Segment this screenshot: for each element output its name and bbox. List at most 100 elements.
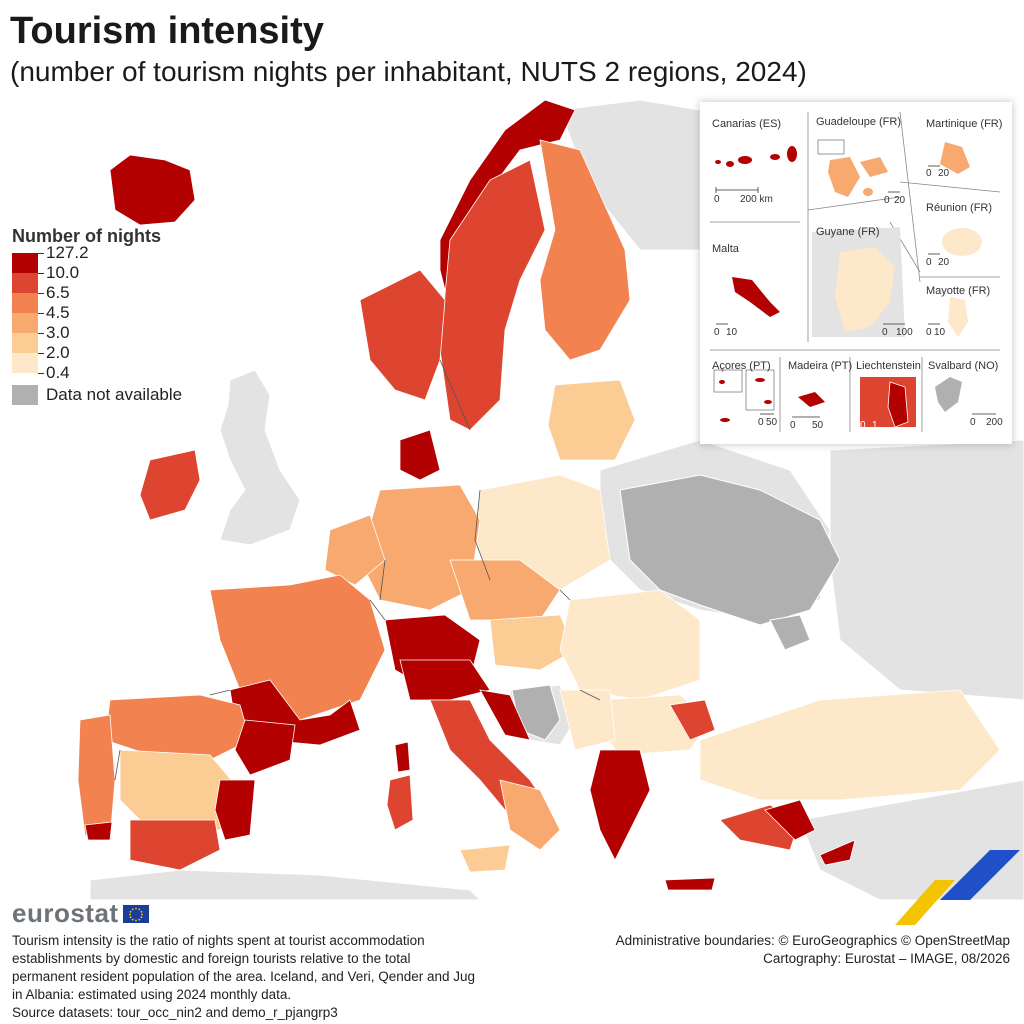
region-sicily [459,844,511,873]
nuts2-regions [77,99,1001,891]
inset-mayotte-shape [948,297,968,337]
footnote-source: Source datasets: tour_occ_nin2 and demo_… [12,1005,338,1020]
map-subtitle: (number of tourism nights per inhabitant… [10,56,807,87]
region-algarve [84,821,113,841]
credits: Administrative boundaries: © EuroGeograp… [616,932,1010,968]
legend-swatch-2 [12,273,38,293]
north-africa [89,869,481,900]
footnote-line: permanent resident population of the are… [12,969,476,984]
region-serbia [559,689,616,751]
non-eu-land [89,99,1024,900]
region-ireland [139,449,201,521]
insets-graphics [710,111,1001,432]
legend-tick [38,373,44,374]
scale-distance: 100 [896,327,913,338]
inset-guyane-label: Guyane (FR) [816,226,880,238]
footnote: Tourism intensity is the ratio of nights… [12,932,512,1022]
scale-distance: 200 [986,417,1003,428]
legend-tick [38,293,44,294]
map-title: Tourism intensity [10,10,324,52]
region-portugal [77,714,116,841]
inset-reunion-label: Réunion (FR) [926,202,993,214]
scale-distance: 10 [726,327,738,338]
not-available-swatch [12,385,38,405]
legend-tick [38,273,44,274]
inset-mayotte-label: Mayotte (FR) [926,285,991,297]
scale-distance: 20 [938,257,950,268]
legend-break-label: 4.5 [46,303,70,322]
region-crete [664,877,716,891]
crimea-region [769,614,811,651]
region-turkey-antalya [764,799,816,841]
footnote-line: establishments by domestic and foreign t… [12,951,411,966]
legend-break-label: 3.0 [46,323,70,342]
inset-madeira-shape [798,392,825,407]
region-czechia-slovakia [449,559,561,621]
eurostat-wordmark: eurostat [12,898,119,928]
east-land [829,439,1024,701]
region-andalusia [129,819,221,871]
scale-distance: 200 km [740,194,773,205]
inset-canarias-label: Canarias (ES) [712,118,782,130]
scale-zero: 0 [714,327,720,338]
scale-zero: 0 [970,417,976,428]
region-italy-south [499,779,561,851]
legend-swatch-4 [12,313,38,333]
legend-scale: 127.2 10.0 6.5 4.5 3.0 2.0 0.4 Data not … [12,243,212,405]
legend-title: Number of nights [12,226,161,246]
inset-acores-label: Açores (PT) [712,360,771,372]
scale-distance: 1 [872,420,878,431]
legend-break-label: 2.0 [46,343,70,362]
inset-martinique-shape [940,142,970,174]
scale-zero: 0 [926,327,932,338]
footnote-line: Tourism intensity is the ratio of nights… [12,933,425,948]
not-available-label: Data not available [46,385,183,404]
legend: Number of nights 127.2 10.0 6.5 4.5 3.0 … [12,226,212,405]
inset-malta-shape [732,277,780,317]
region-hungary [489,614,576,671]
eurostat-logo: eurostat [12,898,149,929]
inset-canarias-shapes [715,146,797,167]
region-croatia-coast [479,689,531,741]
region-romania [559,589,701,701]
legend-not-available: Data not available [12,385,182,405]
legend-tick [38,253,44,254]
inset-guadeloupe-shapes [828,157,888,197]
decorative-corner-stripes [895,850,1020,925]
inset-malta-label: Malta [712,243,739,255]
region-baltics [547,379,636,461]
legend-break-label: 0.4 [46,363,70,382]
inset-reunion-shape [942,228,982,256]
scale-distance: 20 [894,195,906,206]
region-bulgaria-coast [669,699,716,741]
scale-zero: 0 [790,420,796,431]
scale-distance: 50 [766,417,778,428]
scale-distance: 20 [938,168,950,179]
scale-zero: 0 [884,195,890,206]
inset-madeira-label: Madeira (PT) [788,360,853,372]
inset-svalbard-label: Svalbard (NO) [928,360,999,372]
legend-tick [38,313,44,314]
legend-tick [38,333,44,334]
region-finland [539,139,631,361]
region-spain-center [119,749,241,831]
region-iceland [109,154,196,226]
region-corsica [394,741,411,773]
legend-swatch-1 [12,253,38,273]
inset-liechtenstein-label: Liechtenstein [856,360,921,372]
inset-acores-shapes [719,378,772,422]
region-denmark [399,429,441,481]
legend-break-label: 10.0 [46,263,80,282]
region-greece [589,749,651,861]
scale-zero: 0 [926,168,932,179]
scale-distance: 50 [812,420,824,431]
region-valencia [214,779,256,841]
scale-zero: 0 [714,194,720,205]
legend-swatch-6 [12,353,38,373]
inset-martinique-label: Martinique (FR) [926,118,1003,130]
inset-liechtenstein-shape [887,381,909,428]
region-cyprus [819,839,856,866]
region-italy-north [399,659,491,701]
country-borders [114,359,601,781]
eu-flag-icon [122,904,149,923]
